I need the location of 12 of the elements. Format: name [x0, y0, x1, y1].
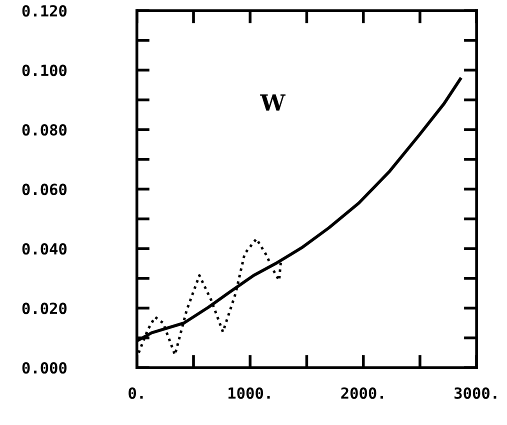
y-tick-label: 0.080: [22, 124, 67, 136]
y-tick-label: 0.100: [22, 64, 67, 76]
y-tick-label: 0.020: [22, 302, 67, 314]
x-tick-label: 2000.: [341, 387, 383, 399]
y-tick-label: 0.060: [22, 184, 67, 196]
y-tick-label: 0.000: [22, 362, 67, 374]
x-tick-label: 3000.: [454, 387, 496, 399]
x-tick-label: 1000.: [228, 387, 270, 399]
y-tick-label: 0.120: [22, 5, 67, 17]
x-tick-label: 0.: [128, 387, 143, 399]
y-tick-label: 0.040: [22, 243, 67, 255]
annotation: W: [260, 94, 286, 111]
